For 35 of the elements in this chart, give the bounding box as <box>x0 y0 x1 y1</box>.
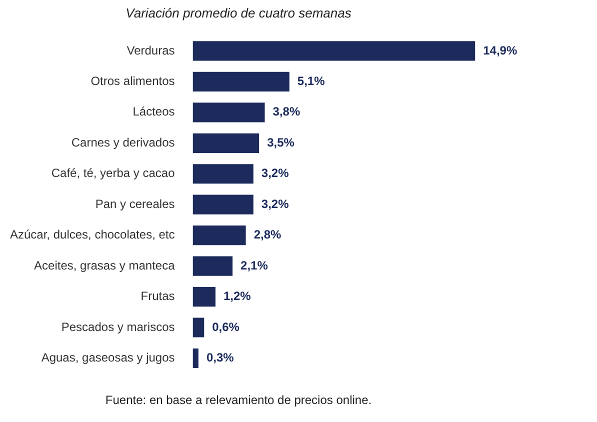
data-label: 0,6% <box>212 320 240 334</box>
data-label: 5,1% <box>297 74 326 88</box>
y-tick-label: Otros alimentos <box>90 74 175 88</box>
y-tick-label: Verduras <box>126 43 175 58</box>
data-label: 3,2% <box>261 196 290 211</box>
bar <box>192 133 260 153</box>
data-label: 2,1% <box>240 258 268 272</box>
data-label: 3,2% <box>261 166 290 180</box>
data-label: 3,5% <box>267 135 295 150</box>
bar <box>192 286 216 307</box>
y-tick-label: Aceites, grasas y manteca <box>34 258 176 272</box>
data-label: 0,3% <box>206 350 234 365</box>
data-label: 14,9% <box>483 43 518 58</box>
source-note: Fuente: en base a relevamiento de precios online. <box>105 393 372 408</box>
bar <box>192 318 204 338</box>
y-tick-label: Pescados y mariscos <box>61 320 175 334</box>
bar <box>192 102 265 122</box>
y-tick-label: Lácteos <box>132 104 175 119</box>
bar <box>192 256 233 276</box>
bar <box>192 194 254 214</box>
y-tick-label: Frutas <box>140 289 175 304</box>
y-tick-label: Azúcar, dulces, chocolates, etc <box>10 228 175 242</box>
chart-title: Variación promedio de cuatro semanas <box>126 5 352 20</box>
data-label: 2,8% <box>254 228 282 242</box>
y-tick-label: Aguas, gaseosas y jugos <box>41 350 175 365</box>
bar <box>192 72 290 92</box>
bar <box>192 226 246 246</box>
data-label: 3,8% <box>272 104 300 119</box>
data-label: 1,2% <box>223 289 252 304</box>
y-tick-label: Café, té, yerba y cacao <box>51 166 176 180</box>
bar <box>192 41 476 61</box>
y-tick-label: Pan y cereales <box>95 196 175 211</box>
y-tick-label: Carnes y derivados <box>71 135 175 150</box>
bar <box>192 164 254 184</box>
bar <box>192 348 198 368</box>
